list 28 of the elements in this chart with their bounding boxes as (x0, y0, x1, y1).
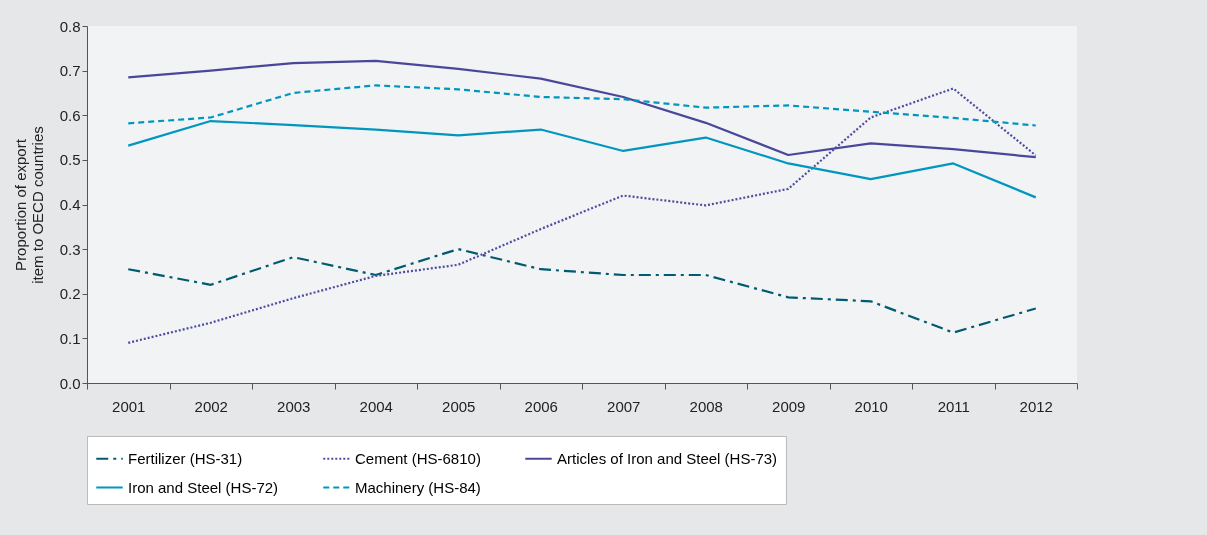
y-tick-label: 0.4 (59, 196, 81, 213)
y-tick-label: 0.3 (59, 240, 81, 258)
x-tick-label: 2009 (772, 397, 806, 415)
legend-label: Articles of Iron and Steel (HS-73) (557, 449, 778, 467)
x-tick-label: 2005 (442, 397, 476, 415)
x-tick-label: 2012 (1019, 397, 1053, 415)
x-tick-label: 2011 (937, 397, 970, 415)
y-tick-label: 0.1 (59, 329, 81, 347)
x-tick-label: 2007 (607, 397, 641, 415)
y-axis-title: Proportion of export item to OECD countries (11, 126, 46, 284)
y-tick-label: 0.8 (59, 17, 81, 35)
y-tick-label: 0.6 (59, 106, 81, 124)
y-tick-label: 0.0 (59, 374, 81, 392)
y-tick-label: 0.2 (59, 285, 81, 303)
x-tick-label: 2001 (112, 397, 146, 415)
legend-label: Cement (HS-6810) (355, 449, 481, 467)
legend-label: Iron and Steel (HS-72) (128, 478, 279, 496)
x-tick-label: 2002 (194, 397, 228, 415)
x-tick-label: 2003 (277, 397, 311, 415)
y-tick-label: 0.7 (59, 62, 81, 80)
x-tick-label: 2008 (689, 397, 723, 415)
legend-label: Fertilizer (HS-31) (128, 449, 243, 467)
x-tick-label: 2006 (524, 397, 558, 415)
line-series (127, 248, 1037, 334)
legend-label: Machinery (HS-84) (355, 478, 481, 496)
x-tick-label: 2004 (359, 397, 393, 415)
x-tick-label: 2010 (854, 397, 888, 415)
y-tick-label: 0.5 (59, 151, 81, 169)
